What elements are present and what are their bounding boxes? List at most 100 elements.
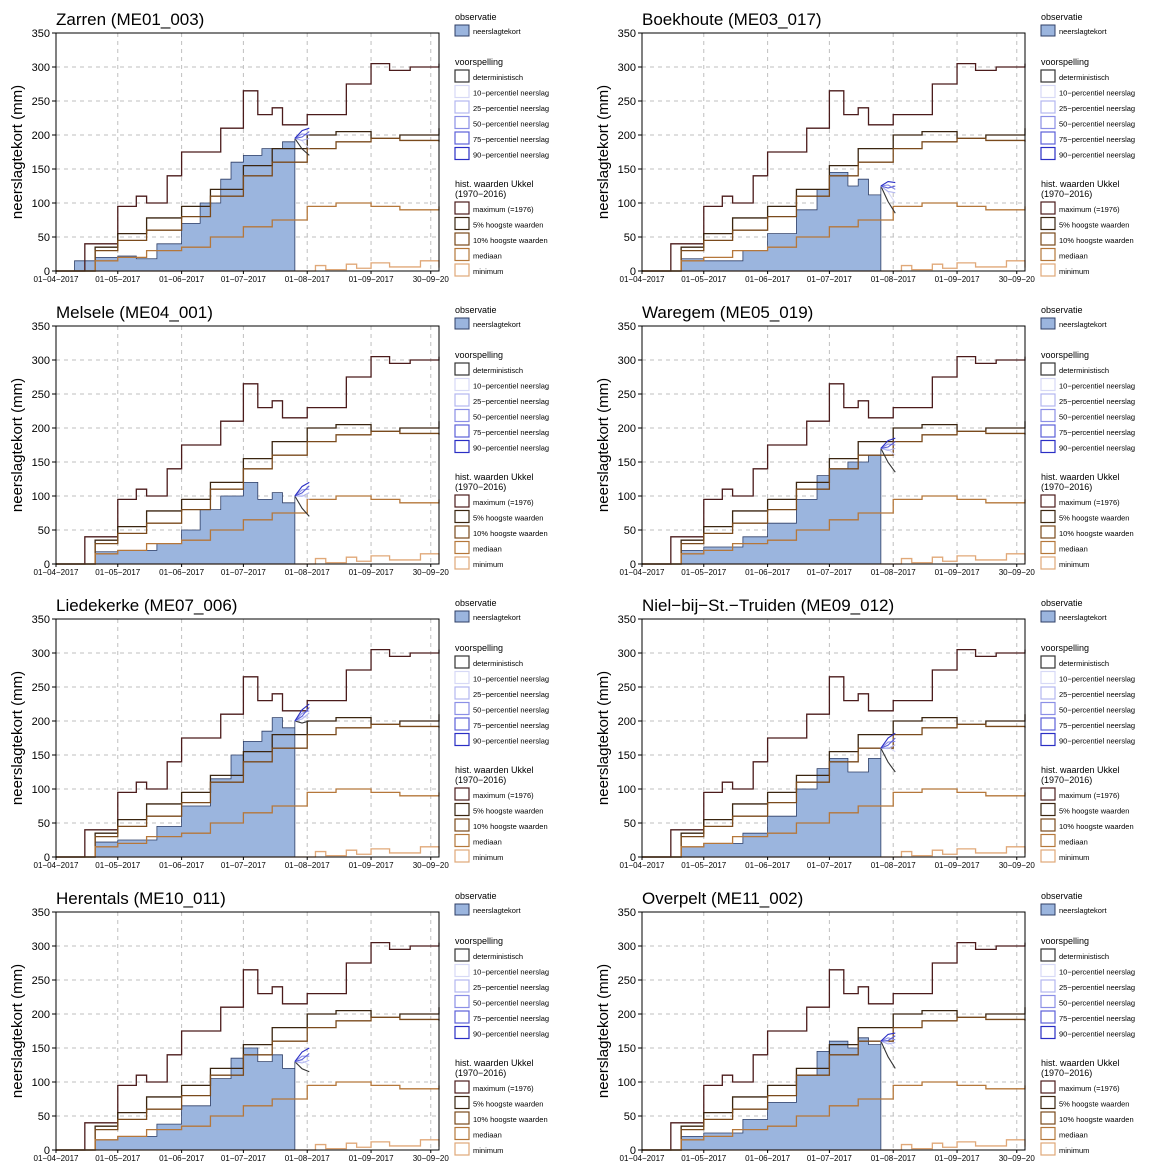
legend-swatch-forecast — [1040, 994, 1056, 1009]
y-tick-label: 100 — [32, 491, 50, 503]
y-tick-label: 150 — [618, 164, 636, 176]
x-tick-label: 01−04−2017 — [620, 1154, 665, 1163]
y-tick-label: 300 — [618, 62, 636, 74]
legend-hist-subtitle: (1970−2016) — [455, 189, 506, 199]
plot-frame — [641, 325, 1026, 565]
legend-hist-title: hist. waarden Ukkel — [455, 179, 534, 189]
panel-title: Zarren (ME01_003) — [56, 10, 204, 29]
y-tick-label: 350 — [618, 28, 636, 40]
legend-forecast-item: 50−percentiel neerslag — [473, 999, 549, 1008]
y-tick-label: 0 — [630, 852, 636, 864]
y-tick-label: 100 — [32, 1077, 50, 1089]
y-tick-label: 350 — [32, 907, 50, 919]
x-tick-label: 01−09−2017 — [349, 275, 394, 284]
legend-swatch-forecast — [1040, 1025, 1056, 1040]
legend-swatch-hist — [1040, 232, 1056, 246]
legend-forecast-title: voorspelling — [455, 57, 503, 67]
legend-forecast-item: 75−percentiel neerslag — [1059, 135, 1135, 144]
legend-hist-subtitle: (1970−2016) — [455, 775, 506, 785]
legend-forecast-item: 75−percentiel neerslag — [473, 1014, 549, 1023]
legend-forecast-item: deterministisch — [1059, 73, 1109, 82]
legend-swatch-forecast — [454, 69, 470, 83]
legend-forecast-item: 10−percentiel neerslag — [1059, 382, 1135, 391]
forecast-percentile-2 — [880, 447, 896, 452]
y-tick-label: 50 — [38, 232, 50, 244]
forecast-deterministic — [880, 1040, 896, 1069]
legend-forecast-item: 10−percentiel neerslag — [1059, 968, 1135, 977]
y-axis-label: neerslagtekort (mm) — [595, 964, 612, 1098]
y-tick-label: 50 — [624, 818, 636, 830]
observed-area — [642, 448, 882, 565]
y-tick-label: 50 — [38, 818, 50, 830]
legend-swatch-forecast — [454, 377, 470, 392]
legend-hist-title: hist. waarden Ukkel — [1041, 179, 1120, 189]
x-tick-label: 01−08−2017 — [285, 568, 330, 577]
legend-hist-item: maximum (=1976) — [1059, 1084, 1120, 1093]
panel-2: Melsele (ME04_001) 0 50 100 150 200 250 300 350 n… — [9, 303, 549, 577]
legend-swatch-forecast — [1040, 732, 1056, 747]
y-tick-label: 350 — [618, 614, 636, 626]
legend-forecast-item: deterministisch — [473, 952, 523, 961]
legend-hist-item: mediaan — [1059, 838, 1088, 847]
legend-observation-item: neerslagtekort — [1059, 613, 1107, 622]
y-axis-label: neerslagtekort (mm) — [9, 85, 26, 219]
legend-observation-title: observatie — [1041, 12, 1083, 22]
y-axis-label: neerslagtekort (mm) — [595, 671, 612, 805]
y-tick-label: 50 — [38, 1111, 50, 1123]
legend-swatch-forecast — [454, 1010, 470, 1024]
y-tick-label: 150 — [618, 750, 636, 762]
legend-hist-item: 5% hoogste waarden — [1059, 1100, 1129, 1109]
x-tick-label: 01−04−2017 — [620, 568, 665, 577]
legend-hist-item: minimum — [1059, 560, 1089, 569]
forecast-percentile-3 — [294, 133, 310, 139]
forecast-percentile-4 — [880, 441, 896, 449]
legend: observatie neerslagtekort voorspelling dete… — [454, 305, 549, 570]
legend-swatch-forecast — [1040, 717, 1056, 731]
legend-swatch-observation — [1040, 317, 1056, 330]
legend-hist-title: hist. waarden Ukkel — [1041, 765, 1120, 775]
x-tick-label: 01−07−2017 — [221, 275, 266, 284]
x-tick-label: 30−09−20 — [999, 861, 1036, 870]
forecast-percentile-3 — [294, 488, 310, 497]
legend-forecast-title: voorspelling — [1041, 936, 1089, 946]
legend-hist-subtitle: (1970−2016) — [1041, 189, 1092, 199]
legend-hist-item: minimum — [473, 267, 503, 276]
legend-hist-item: maximum (=1976) — [473, 205, 534, 214]
x-tick-label: 01−09−2017 — [935, 1154, 980, 1163]
forecast-deterministic — [880, 747, 896, 773]
legend-swatch-forecast — [454, 979, 470, 993]
x-tick-label: 01−07−2017 — [807, 1154, 852, 1163]
y-tick-label: 200 — [618, 1009, 636, 1021]
legend-forecast-item: 50−percentiel neerslag — [1059, 999, 1135, 1008]
x-tick-label: 01−08−2017 — [285, 275, 330, 284]
legend-swatch-forecast — [454, 963, 470, 978]
hist-line-minimum — [56, 846, 440, 858]
forecast-percentile-4 — [880, 185, 896, 189]
x-tick-label: 01−04−2017 — [620, 275, 665, 284]
legend-swatch-forecast — [454, 439, 470, 454]
x-tick-label: 01−04−2017 — [34, 275, 79, 284]
x-tick-label: 01−04−2017 — [620, 861, 665, 870]
x-tick-label: 01−08−2017 — [285, 1154, 330, 1163]
forecast-percentile-5 — [880, 732, 896, 749]
legend-swatch-forecast — [1040, 439, 1056, 454]
legend-forecast-item: 25−percentiel neerslag — [1059, 397, 1135, 406]
legend-hist-item: 10% hoogste waarden — [473, 822, 548, 831]
y-tick-label: 200 — [618, 130, 636, 142]
legend-swatch-hist — [454, 494, 470, 508]
legend-swatch-hist — [454, 1080, 470, 1094]
legend-swatch-hist — [1040, 1142, 1056, 1156]
legend-swatch-forecast — [1040, 701, 1056, 716]
y-tick-label: 200 — [618, 716, 636, 728]
y-tick-label: 150 — [618, 457, 636, 469]
legend-swatch-hist — [1040, 802, 1056, 817]
plot-frame — [641, 618, 1026, 858]
legend-swatch-hist — [454, 540, 470, 555]
x-tick-label: 01−06−2017 — [159, 861, 204, 870]
hist-line-minimum — [56, 1139, 440, 1151]
legend-swatch-hist — [1040, 216, 1056, 231]
legend-observation-item: neerslagtekort — [1059, 27, 1107, 36]
forecast-percentile-3 — [880, 1037, 896, 1042]
legend-swatch-forecast — [1040, 408, 1056, 423]
